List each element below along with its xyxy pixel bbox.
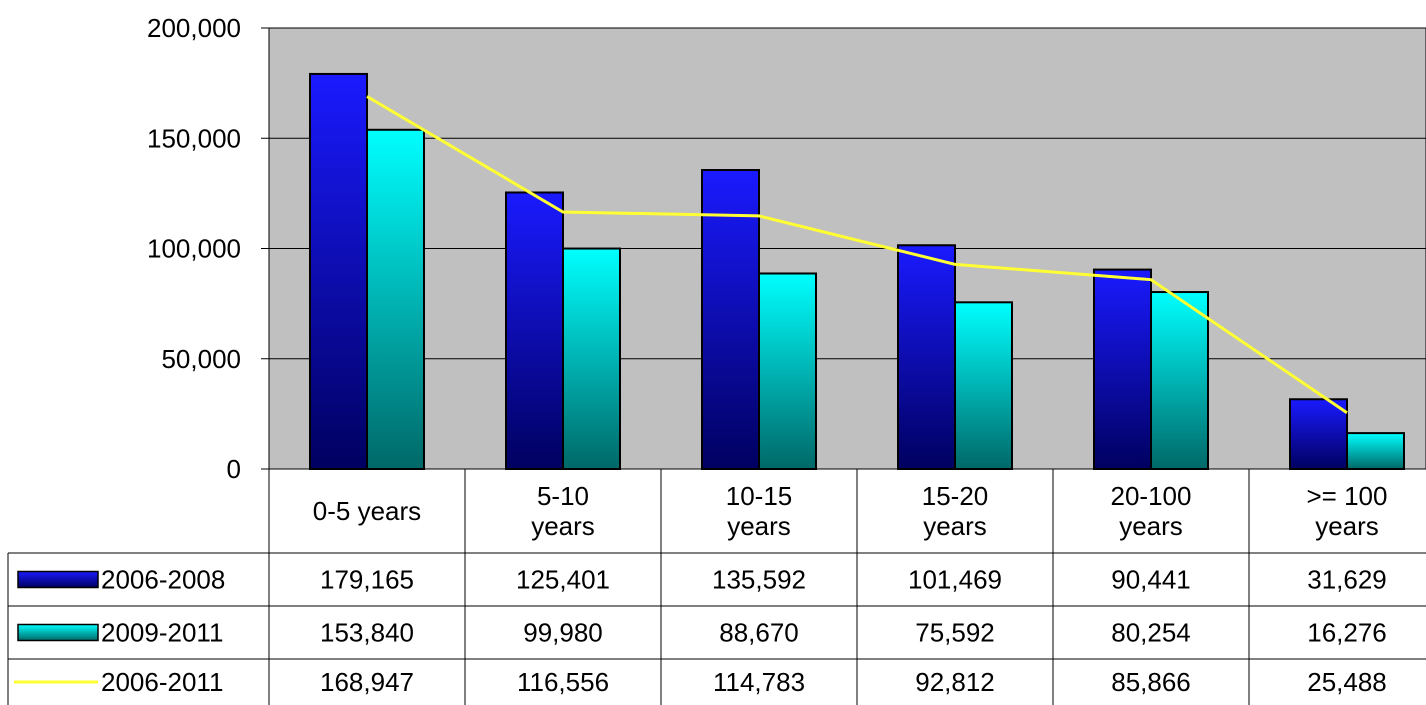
data-label: 16,276: [1307, 618, 1387, 648]
y-tick-label: 200,000: [147, 13, 241, 43]
series-name: 2006-2011: [101, 667, 223, 697]
y-tick-label: 150,000: [147, 123, 241, 153]
y-tick-label: 50,000: [161, 344, 241, 374]
data-label: 85,866: [1111, 667, 1191, 697]
bar-2006-2008-4: [1094, 270, 1151, 469]
legend-key-2006-2008: [18, 572, 98, 588]
y-axis-ticks: 0 50,000 100,000 150,000 200,000: [147, 13, 269, 484]
bar-2009-2011-4: [1151, 292, 1208, 469]
y-tick-label: 0: [227, 454, 241, 484]
series-name: 2009-2011: [101, 618, 223, 648]
data-table: 0-5 years 5-10 years 10-15 years 15-20 years 20…: [8, 469, 1426, 705]
bar-2009-2011-0: [367, 130, 424, 469]
data-label: 114,783: [713, 667, 805, 697]
bar-2006-2008-0: [310, 74, 367, 469]
data-label: 125,401: [516, 565, 610, 595]
category-label: 0-5 years: [313, 496, 421, 526]
bar-2009-2011-3: [955, 302, 1012, 469]
data-label: 31,629: [1307, 565, 1387, 595]
data-label: 168,947: [320, 667, 414, 697]
data-label: 90,441: [1111, 565, 1191, 595]
data-label: 135,592: [712, 565, 806, 595]
bar-2006-2008-5: [1290, 399, 1347, 469]
legend-key-2009-2011: [18, 625, 98, 641]
data-label: 75,592: [915, 618, 995, 648]
category-label: 5-10 years: [531, 481, 595, 541]
category-label: 15-20 years: [922, 481, 989, 541]
data-label: 25,488: [1307, 667, 1387, 697]
bar-2009-2011-1: [563, 249, 620, 469]
category-label: >= 100 years: [1307, 481, 1388, 541]
bar-2006-2008-3: [898, 245, 955, 469]
data-label: 153,840: [320, 618, 414, 648]
category-label: 20-100 years: [1111, 481, 1192, 541]
data-label: 101,469: [908, 565, 1002, 595]
bar-2009-2011-2: [759, 273, 816, 469]
data-label: 116,556: [517, 667, 609, 697]
bar-2009-2011-5: [1347, 433, 1404, 469]
y-tick-label: 100,000: [147, 234, 241, 264]
data-label: 88,670: [719, 618, 799, 648]
data-label: 179,165: [320, 565, 414, 595]
bar-2006-2008-1: [506, 192, 563, 469]
data-label: 92,812: [915, 667, 995, 697]
data-label: 80,254: [1111, 618, 1191, 648]
category-label: 10-15 years: [726, 481, 793, 541]
series-name: 2006-2008: [101, 565, 225, 595]
data-label: 99,980: [523, 618, 603, 648]
